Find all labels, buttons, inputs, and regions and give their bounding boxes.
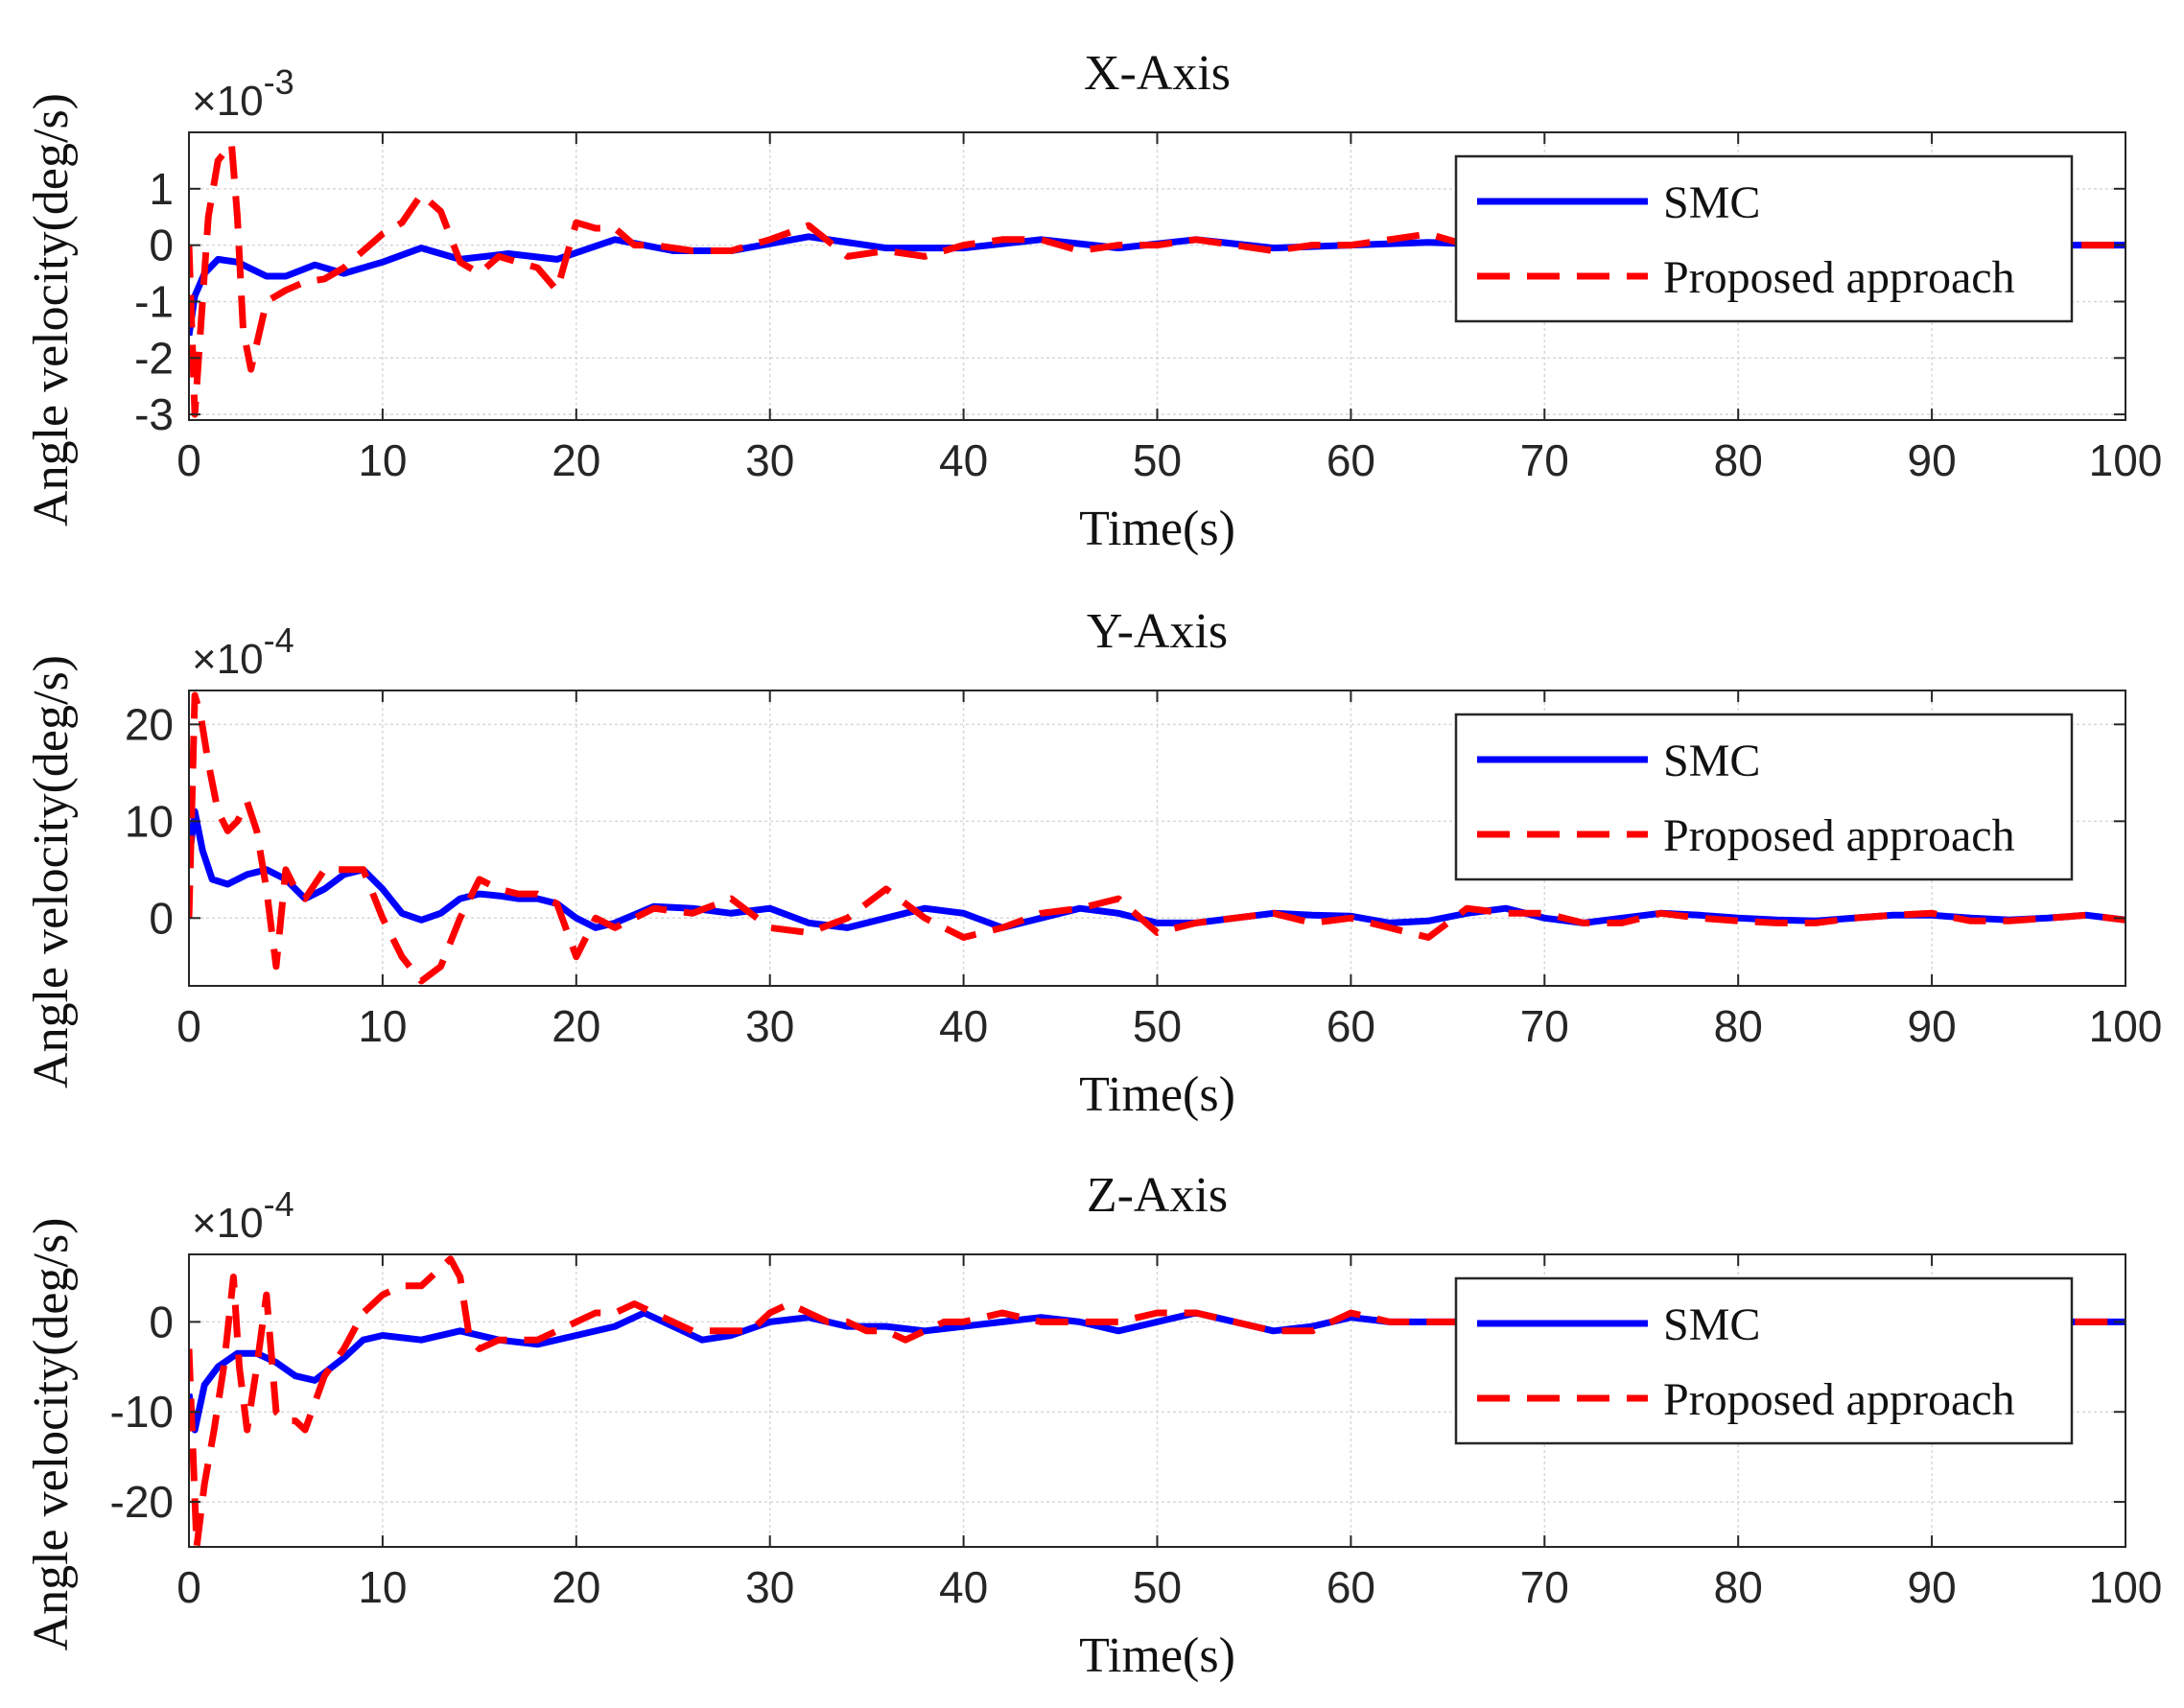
y-tick-label: 1 [149, 164, 174, 214]
y-tick-label: 0 [149, 221, 174, 270]
x-tick-label: 20 [552, 435, 600, 485]
legend-label: SMC [1663, 177, 1760, 228]
legend-box [1454, 713, 2074, 881]
x-tick-label: 50 [1133, 1001, 1182, 1051]
x-axis-label: Time(s) [1079, 1067, 1235, 1122]
x-tick-label: 80 [1714, 435, 1763, 485]
y-tick-label: 20 [125, 699, 174, 749]
x-tick-label: 40 [939, 1001, 988, 1051]
series-line-proposed-approach [189, 691, 2125, 985]
x-tick-label: 90 [1908, 1001, 1957, 1051]
legend: SMC Proposed approach [1454, 1276, 2074, 1445]
y-exponent-label: ×10-3 [192, 62, 294, 125]
x-tick-label: 80 [1714, 1001, 1763, 1051]
x-tick-label: 70 [1520, 435, 1569, 485]
y-tick-label: -3 [134, 389, 174, 439]
legend-label: Proposed approach [1663, 252, 2015, 303]
legend: SMC Proposed approach [1454, 154, 2074, 323]
x-tick-label: 90 [1908, 435, 1957, 485]
x-tick-label: 60 [1327, 1562, 1375, 1612]
x-tick-label: 60 [1327, 435, 1375, 485]
y-tick-label: 0 [149, 1297, 174, 1346]
y-exponent-label: ×10-4 [192, 1184, 294, 1247]
x-tick-label: 20 [552, 1001, 600, 1051]
chart-title: Y-Axis [1087, 604, 1228, 659]
series-line-proposed-approach [189, 1255, 2125, 1547]
x-tick-label: 30 [745, 1001, 794, 1051]
x-tick-label: 30 [745, 1562, 794, 1612]
x-tick-label: 100 [2089, 1001, 2163, 1051]
x-tick-label: 50 [1133, 1562, 1182, 1612]
y-axis-label: Angle velocity(deg/s) [24, 93, 79, 526]
chart-panel-1: 0 10 20 30 40 50 60 70 80 90 100 -3 -2 -1 0 1 X-Axis ×10-… [24, 46, 2162, 556]
legend-box [1454, 154, 2074, 323]
y-exponent-label: ×10-4 [192, 620, 294, 683]
legend-label: Proposed approach [1663, 810, 2015, 861]
x-tick-label: 30 [745, 435, 794, 485]
x-tick-label: 50 [1133, 435, 1182, 485]
legend-box [1454, 1276, 2074, 1445]
chart-panel-2: 0 10 20 30 40 50 60 70 80 90 100 0 10 20 Y-Axis ×10-4 Ti… [24, 604, 2162, 1122]
x-tick-label: 40 [939, 435, 988, 485]
y-tick-label: -10 [110, 1387, 174, 1437]
legend-label: SMC [1663, 736, 1760, 786]
y-tick-label: -1 [134, 276, 174, 326]
legend-label: SMC [1663, 1299, 1760, 1350]
x-tick-label: 100 [2089, 1562, 2163, 1612]
chart-panel-3: 0 10 20 30 40 50 60 70 80 90 100 -20 -10 0 Z-Axis ×10-4… [24, 1168, 2162, 1683]
x-tick-label: 40 [939, 1562, 988, 1612]
chart-title: Z-Axis [1087, 1168, 1228, 1223]
x-axis-label: Time(s) [1079, 502, 1235, 556]
x-tick-label: 10 [358, 1001, 407, 1051]
chart-title: X-Axis [1084, 46, 1231, 101]
y-axis-label: Angle velocity(deg/s) [24, 655, 79, 1088]
x-tick-label: 10 [358, 435, 407, 485]
x-tick-label: 0 [176, 1001, 201, 1051]
legend: SMC Proposed approach [1454, 713, 2074, 881]
x-tick-label: 70 [1520, 1001, 1569, 1051]
y-tick-label: -20 [110, 1477, 174, 1527]
y-tick-label: 10 [125, 796, 174, 846]
x-axis-label: Time(s) [1079, 1628, 1235, 1683]
x-tick-label: 80 [1714, 1562, 1763, 1612]
y-tick-label: -2 [134, 333, 174, 383]
x-tick-label: 90 [1908, 1562, 1957, 1612]
x-tick-label: 70 [1520, 1562, 1569, 1612]
x-tick-label: 60 [1327, 1001, 1375, 1051]
x-tick-label: 0 [176, 1562, 201, 1612]
x-tick-label: 100 [2089, 435, 2163, 485]
y-tick-label: 0 [149, 893, 174, 943]
legend-label: Proposed approach [1663, 1374, 2015, 1425]
x-tick-label: 20 [552, 1562, 600, 1612]
x-tick-label: 0 [176, 435, 201, 485]
y-axis-label: Angle velocity(deg/s) [24, 1218, 79, 1651]
x-tick-label: 10 [358, 1562, 407, 1612]
